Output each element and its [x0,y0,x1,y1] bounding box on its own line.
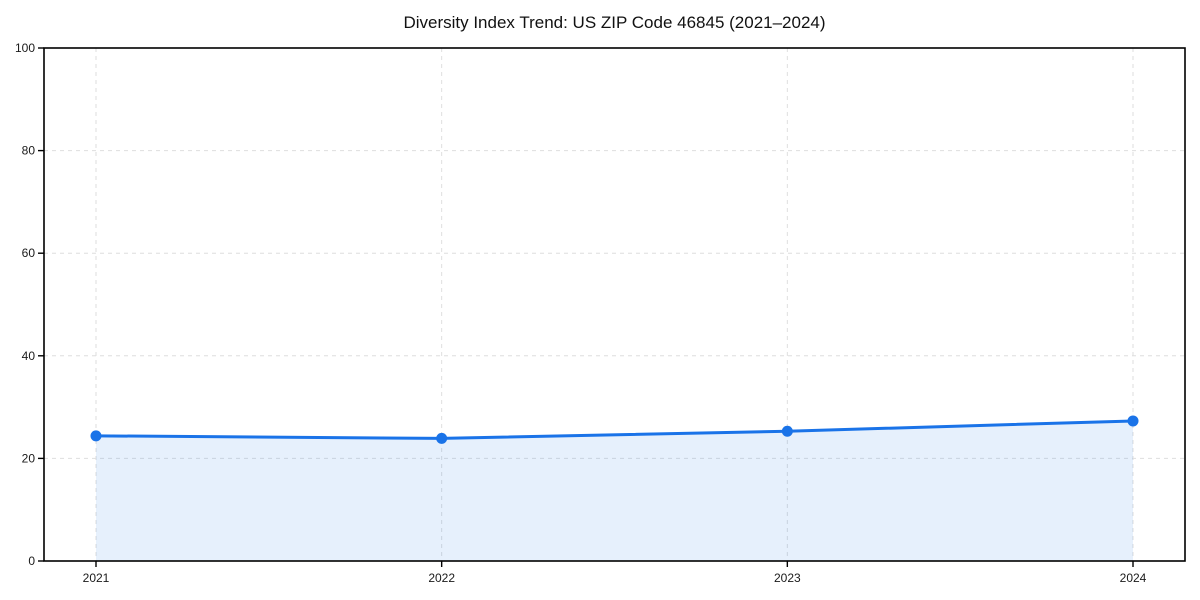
y-tick-label-80: 80 [22,144,36,158]
y-tick-label-40: 40 [22,349,36,363]
y-tick-label-20: 20 [22,451,36,465]
x-tick-label-2021: 2021 [83,571,110,585]
data-point-2022 [436,432,448,444]
plot-border [43,47,1186,562]
y-tick-label-60: 60 [22,246,36,260]
y-tick-label-0: 0 [28,554,35,568]
data-point-2023 [781,425,793,437]
trend-line [94,419,1135,440]
area-fill [96,420,1133,561]
x-tick-label-2023: 2023 [774,571,801,585]
x-tick-label-2024: 2024 [1120,571,1147,585]
chart-title: Diversity Index Trend: US ZIP Code 46845… [403,13,826,32]
data-point-2021 [90,430,102,442]
data-point-2024 [1127,415,1139,427]
x-tick-label-2022: 2022 [428,571,455,585]
y-tick-label-100: 100 [15,41,35,55]
